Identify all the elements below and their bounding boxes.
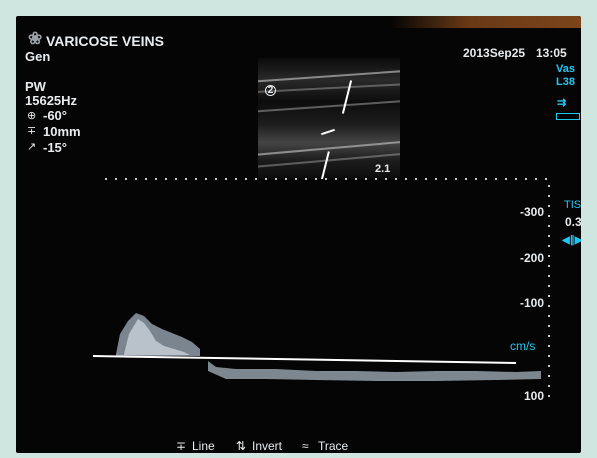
scale-label-neg100: -100 (519, 296, 544, 310)
ultrasound-screen: ❀ VARICOSE VEINS Gen 2013Sep25 13:05 PW … (16, 16, 581, 453)
probe-icon: ❀ (28, 29, 43, 48)
cursor-line-lower[interactable] (320, 151, 330, 179)
mode-label: PW (25, 79, 46, 94)
probe-orientation-icon: ⇉ (557, 97, 567, 109)
line-icon[interactable]: ∓ (176, 439, 187, 453)
scale-label-neg200: -200 (519, 251, 544, 265)
steer-icon: ↗ (27, 141, 37, 153)
scale-label-100: 100 (523, 389, 544, 403)
angle-icon: ⊕ (27, 110, 37, 122)
scale-label-neg300: -300 (519, 205, 544, 219)
tis-value: 0.3 (565, 215, 581, 229)
app-label: Vas (556, 63, 575, 75)
divider-dots (101, 178, 551, 180)
depth-value: 2.1 (375, 163, 391, 175)
b-mode-image: 2 2.1 (258, 58, 400, 179)
invert-icon[interactable]: ⇅ (236, 439, 247, 453)
trace-menu-item[interactable]: Trace (318, 439, 349, 453)
line-menu-item[interactable]: Line (192, 439, 215, 453)
angle-label: -60° (43, 108, 67, 123)
date-label: 2013Sep25 (463, 46, 526, 60)
transducer-label: L38 (556, 76, 575, 88)
doppler-spectrum (92, 313, 541, 381)
trace-icon[interactable]: ≈ (302, 439, 309, 453)
focus-marker: 2 (265, 85, 276, 96)
sample-gate[interactable] (321, 128, 335, 136)
preset-label: Gen (25, 49, 51, 64)
baseline[interactable] (92, 355, 517, 364)
tis-label: TIS (564, 199, 581, 211)
scroll-icon[interactable]: ◀∥▶ (562, 235, 581, 246)
exam-title: VARICOSE VEINS (46, 33, 164, 49)
scale-dots (548, 181, 550, 401)
gate-label: 10mm (43, 124, 81, 139)
battery-icon (556, 113, 580, 120)
steer-label: -15° (43, 140, 67, 155)
invert-menu-item[interactable]: Invert (252, 439, 283, 453)
velocity-unit: cm/s (510, 339, 536, 353)
time-label: 13:05 (536, 46, 567, 60)
gate-icon: ∓ (27, 125, 37, 137)
prf-label: 15625Hz (25, 93, 78, 108)
